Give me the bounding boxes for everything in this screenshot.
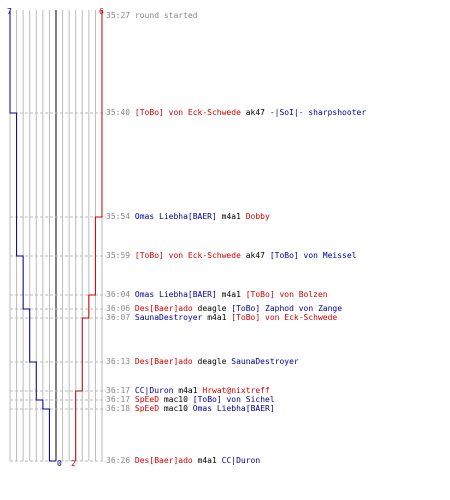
event-killer: Des[Baer]ado — [134, 304, 193, 313]
event-row: 36:18 SpEeD mac10 Omas Liebha[BAER] — [106, 404, 275, 413]
event-weapon: ak47 — [245, 108, 265, 117]
blue-start-count: 7 — [7, 7, 12, 16]
event-time: 36:04 — [106, 290, 131, 299]
event-time: 36:17 — [106, 395, 131, 404]
event-row: 35:40 [ToBo] von Eck-Schwede ak47 -|SoI|… — [106, 108, 366, 117]
red-start-count: 6 — [99, 7, 104, 16]
event-weapon: m4a1 — [197, 456, 217, 465]
event-victim: [ToBo] von Bolzen — [245, 290, 328, 299]
event-time: 35:27 — [106, 11, 131, 20]
event-weapon: mac10 — [163, 395, 188, 404]
event-victim: [ToBo] von Sichel — [192, 395, 275, 404]
event-weapon: mac10 — [163, 404, 188, 413]
event-killer: SpEeD — [134, 395, 160, 404]
event-victim: SaunaDestroyer — [231, 357, 299, 366]
event-time: 35:59 — [106, 251, 131, 260]
event-killer: Des[Baer]ado — [134, 357, 193, 366]
event-time: 36:07 — [106, 313, 131, 322]
event-row: 36:26 Des[Baer]ado m4a1 CC|Duron — [106, 456, 260, 465]
event-killer: SaunaDestroyer — [134, 313, 203, 322]
event-row: 36:06 Des[Baer]ado deagle [ToBo] Zaphod … — [106, 304, 342, 313]
event-row: 36:04 Omas Liebha[BAER] m4a1 [ToBo] von … — [106, 290, 328, 299]
event-weapon: m4a1 — [221, 290, 241, 299]
event-row: 35:59 [ToBo] von Eck-Schwede ak47 [ToBo]… — [106, 251, 357, 260]
event-row: 36:17 CC|Duron m4a1 Hrwat@nixtreff — [106, 386, 270, 395]
event-time: 35:54 — [106, 212, 131, 221]
event-row: 35:27 round started — [106, 11, 198, 20]
event-time: 35:40 — [106, 108, 131, 117]
event-killer: [ToBo] von Eck-Schwede — [134, 251, 241, 260]
blue-end-count: 0 — [57, 459, 62, 468]
event-killer: [ToBo] von Eck-Schwede — [134, 108, 241, 117]
blue-team-alive-line — [9, 10, 56, 462]
event-time: 36:26 — [106, 456, 131, 465]
event-time: 36:06 — [106, 304, 131, 313]
event-time: 36:13 — [106, 357, 131, 366]
event-weapon: m4a1 — [207, 313, 227, 322]
event-killer: Omas Liebha[BAER] — [134, 212, 217, 221]
event-time: 36:17 — [106, 386, 131, 395]
red-end-count: 2 — [71, 459, 76, 468]
event-message: round started — [134, 11, 198, 20]
event-victim: -|SoI|- sharpshooter — [269, 108, 367, 117]
event-victim: [ToBo] von Meissel — [269, 251, 357, 260]
event-killer: CC|Duron — [134, 386, 174, 395]
event-victim: Omas Liebha[BAER] — [192, 404, 275, 413]
red-team-alive-line — [75, 10, 103, 461]
event-row: 36:13 Des[Baer]ado deagle SaunaDestroyer — [106, 357, 299, 366]
event-weapon: m4a1 — [221, 212, 241, 221]
event-victim: Dobby — [245, 212, 270, 221]
event-weapon: deagle — [197, 357, 227, 366]
event-killer: Omas Liebha[BAER] — [134, 290, 217, 299]
event-weapon: ak47 — [245, 251, 265, 260]
event-victim: CC|Duron — [221, 456, 261, 465]
event-row: 36:17 SpEeD mac10 [ToBo] von Sichel — [106, 395, 275, 404]
event-killer: Des[Baer]ado — [134, 456, 193, 465]
event-victim: Hrwat@nixtreff — [202, 386, 270, 395]
event-victim: [ToBo] von Eck-Schwede — [231, 313, 338, 322]
event-row: 36:07 SaunaDestroyer m4a1 [ToBo] von Eck… — [106, 313, 337, 322]
event-weapon: m4a1 — [178, 386, 198, 395]
event-row: 35:54 Omas Liebha[BAER] m4a1 Dobby — [106, 212, 270, 221]
event-weapon: deagle — [197, 304, 227, 313]
event-victim: [ToBo] Zaphod von Zange — [231, 304, 343, 313]
event-killer: SpEeD — [134, 404, 160, 413]
event-time: 36:18 — [106, 404, 131, 413]
